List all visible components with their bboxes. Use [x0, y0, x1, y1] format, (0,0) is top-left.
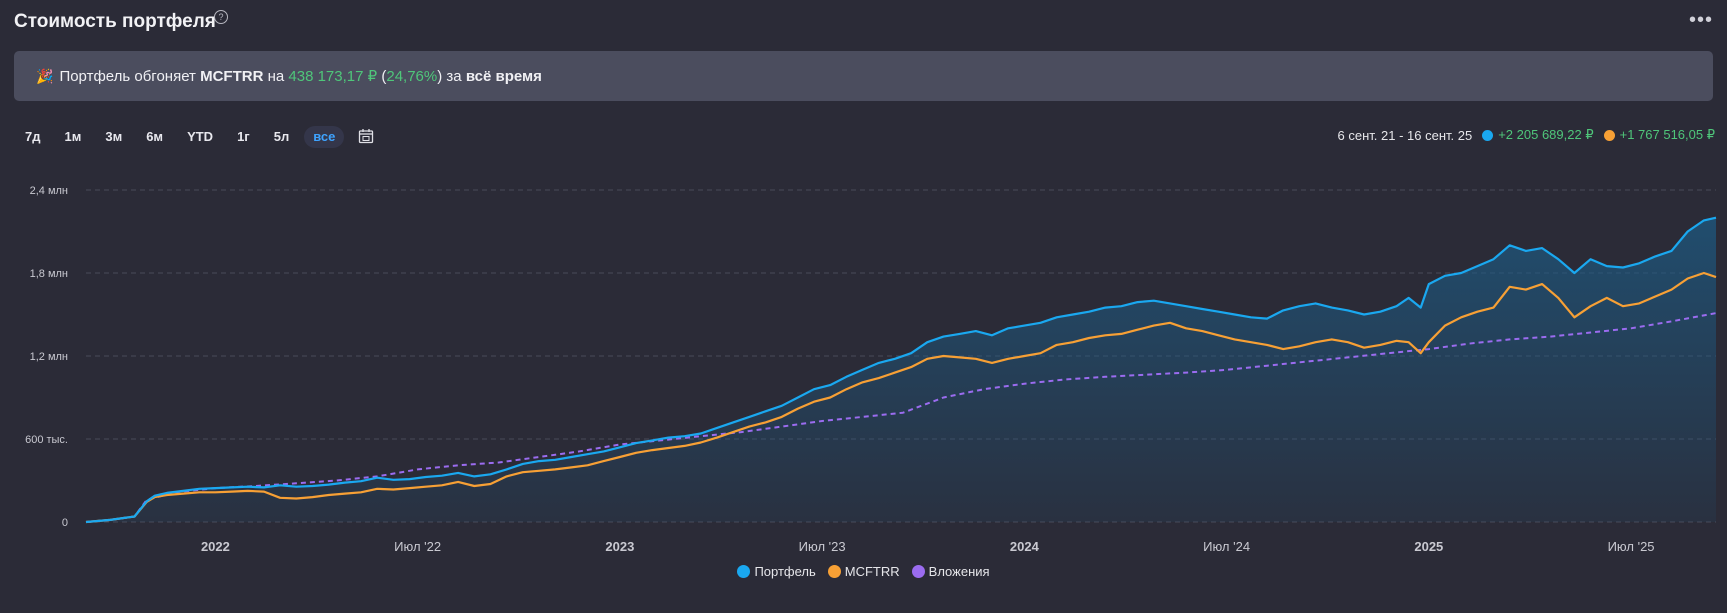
chart-legend: Портфель MCFTRR Вложения [0, 564, 1727, 579]
y-tick-label-4: 2,4 млн [30, 185, 68, 197]
series-line-1 [85, 271, 1717, 524]
banner-text-on: на [267, 68, 285, 85]
period-button-1[interactable]: 1м [64, 129, 82, 144]
banner-benchmark: MCFTRR [200, 68, 264, 85]
page-title: Стоимость портфеля [14, 11, 216, 32]
legend-dot-icon [827, 565, 841, 578]
period-button-2[interactable]: 3м [105, 129, 123, 144]
calendar-icon[interactable] [358, 128, 374, 144]
more-menu-icon[interactable]: ••• [1688, 9, 1713, 31]
x-tick-label-2: 2023 [605, 539, 634, 554]
help-icon[interactable]: ? [214, 10, 228, 24]
y-tick-label-2: 1,2 млн [30, 351, 68, 363]
period-button-5[interactable]: 1г [237, 129, 250, 144]
y-tick-label-1: 600 тыс. [25, 434, 68, 446]
legend-label: Портфель [754, 564, 816, 579]
period-button-0[interactable]: 7д [25, 129, 41, 144]
x-tick-label-6: 2025 [1414, 539, 1443, 554]
legend-dot-icon [911, 565, 925, 578]
benchmark-change: +1 767 516,05 ₽ [1619, 127, 1715, 142]
legend-dot-icon [737, 565, 751, 578]
period-button-7[interactable]: все [304, 126, 345, 148]
period-button-3[interactable]: 6м [146, 129, 164, 144]
range-info: 6 сент. 21 - 16 сент. 25 +2 205 689,22 ₽… [1338, 127, 1715, 143]
comparison-banner: 🎉 Портфель обгоняет MCFTRR на 438 173,17 … [14, 51, 1713, 101]
y-tick-label-3: 1,8 млн [30, 268, 68, 280]
range-dates: 6 сент. 21 - 16 сент. 25 [1337, 127, 1473, 143]
banner-diff-value: 438 173,17 ₽ [288, 68, 378, 85]
portfolio-dot-icon [1482, 129, 1494, 141]
x-tick-label-5: Июл '24 [1203, 539, 1250, 554]
banner-text-pre: Портфель обгоняет [59, 68, 196, 85]
portfolio-chart: 0 600 тыс. 1,2 млн 1,8 млн 2,4 млн 2022 Июл '2… [25, 185, 1717, 554]
banner-period: всё время [465, 68, 542, 85]
widget-header: Стоимость портфеля ? ••• [14, 8, 1713, 38]
legend-item-1[interactable]: MCFTRR [827, 564, 900, 579]
period-button-4[interactable]: YTD [187, 129, 214, 144]
x-tick-label-4: 2024 [1010, 539, 1040, 554]
banner-pct-open: ( [381, 68, 387, 85]
benchmark-dot-icon [1603, 129, 1615, 141]
x-tick-label-0: 2022 [201, 539, 230, 554]
banner-diff-pct: 24,76% [386, 68, 438, 85]
legend-label: MCFTRR [844, 564, 900, 579]
portfolio-change: +2 205 689,22 ₽ [1498, 127, 1594, 142]
period-selector: 7д 1м 3м 6м YTD 1г 5л все [16, 126, 374, 148]
period-button-6[interactable]: 5л [273, 129, 290, 144]
legend-label: Вложения [928, 564, 990, 579]
legend-item-2[interactable]: Вложения [911, 564, 990, 579]
x-tick-label-3: Июл '23 [799, 539, 846, 554]
x-tick-label-7: Июл '25 [1608, 539, 1655, 554]
y-tick-label-0: 0 [62, 517, 68, 529]
series-line-2 [85, 312, 1717, 523]
banner-pct-close: ) [437, 68, 443, 85]
x-tick-label-1: Июл '22 [394, 539, 441, 554]
series-line-0 [85, 216, 1717, 524]
banner-text-for: за [446, 68, 462, 85]
legend-item-0[interactable]: Портфель [737, 564, 816, 579]
party-popper-icon: 🎉 [36, 68, 54, 84]
